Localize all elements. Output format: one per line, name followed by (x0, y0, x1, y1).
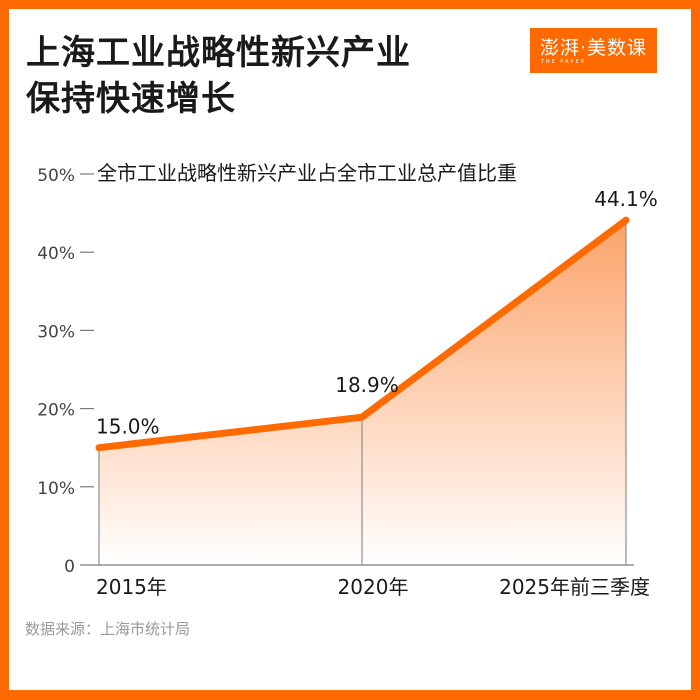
y-tick-label: 0 (64, 557, 75, 577)
data-labels: 15.0% 18.9% 44.1% (96, 187, 658, 439)
data-label: 15.0% (96, 415, 160, 439)
x-tick-label: 2020年 (338, 575, 409, 599)
title-line-2: 保持快速增长 (26, 79, 236, 119)
drop-lines (98, 220, 627, 565)
logo-text: 澎湃·美数课 (539, 36, 648, 59)
brand-logo: 澎湃·美数课 THE PAPER (530, 28, 657, 73)
y-tick-label: 40% (37, 244, 75, 264)
page-title: 上海工业战略性新兴产业 保持快速增长 (26, 30, 411, 122)
source-note: 数据来源：上海市统计局 (25, 620, 191, 638)
y-tick-label: 20% (37, 401, 75, 421)
data-label: 18.9% (335, 373, 399, 397)
y-axis: 0 10% 20% 30% 40% 50% (37, 166, 94, 577)
y-tick-label: 50% (37, 166, 75, 186)
x-axis-labels: 2015年 2020年 2025年前三季度 (96, 575, 650, 599)
series-line (95, 216, 630, 452)
data-label: 44.1% (594, 187, 658, 211)
area-fill (99, 220, 626, 565)
y-tick-label: 30% (37, 322, 75, 342)
x-tick-label: 2015年 (96, 575, 167, 599)
x-tick-label: 2025年前三季度 (499, 575, 650, 599)
chart-title: 全市工业战略性新兴产业占全市工业总产值比重 (97, 161, 517, 185)
logo-subtext: THE PAPER (540, 58, 587, 65)
title-line-1: 上海工业战略性新兴产业 (26, 33, 411, 73)
y-tick-label: 10% (37, 479, 75, 499)
